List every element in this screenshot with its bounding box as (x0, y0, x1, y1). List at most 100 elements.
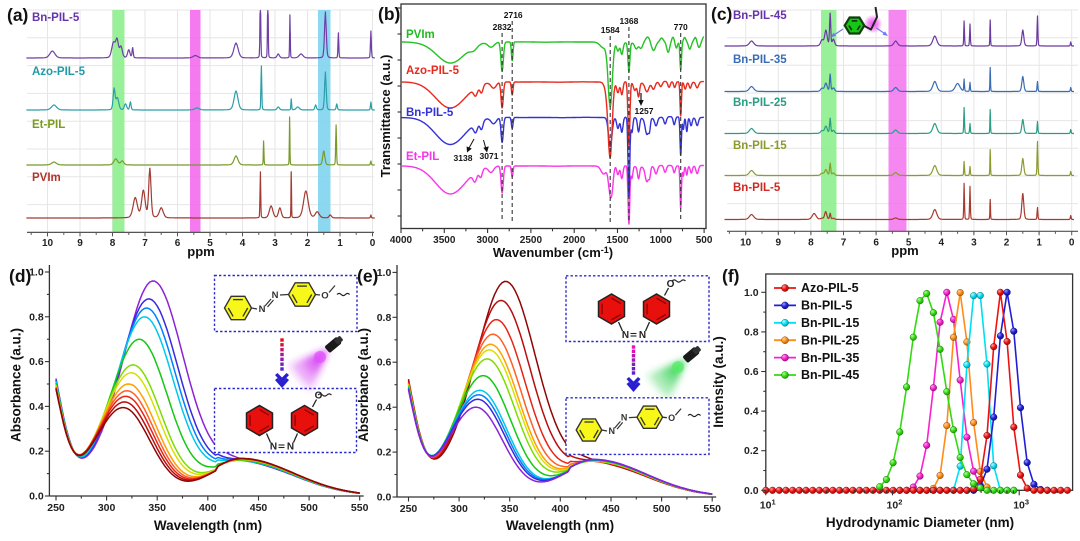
svg-text:Bn-PIL-5: Bn-PIL-5 (32, 12, 80, 24)
svg-text:Wavelength (nm): Wavelength (nm) (154, 518, 262, 533)
svg-text:O: O (668, 413, 675, 423)
svg-text:2: 2 (1004, 237, 1010, 248)
svg-text:1000: 1000 (650, 235, 673, 246)
svg-text:0: 0 (370, 238, 376, 249)
svg-text:N: N (272, 290, 279, 301)
svg-text:500: 500 (300, 502, 318, 514)
svg-text:5: 5 (207, 238, 213, 249)
svg-text:Hydrodynamic Diameter (nm): Hydrodynamic Diameter (nm) (826, 515, 1014, 530)
svg-text:Absorbance (a.u.): Absorbance (a.u.) (8, 328, 23, 442)
svg-text:1: 1 (1036, 237, 1042, 248)
svg-text:0.8: 0.8 (29, 311, 44, 323)
svg-text:(f): (f) (722, 266, 739, 286)
svg-text:300: 300 (450, 503, 468, 515)
svg-text:Bn-PIL-15: Bn-PIL-15 (733, 140, 787, 152)
svg-text:1.0: 1.0 (744, 287, 759, 299)
svg-text:N: N (259, 304, 266, 315)
svg-text:N: N (287, 442, 294, 453)
svg-text:Bn-PIL-5: Bn-PIL-5 (801, 299, 852, 313)
svg-text:400: 400 (199, 502, 217, 514)
svg-text:4: 4 (240, 238, 246, 249)
svg-text:Bn-PIL-45: Bn-PIL-45 (733, 10, 787, 22)
svg-text:8: 8 (110, 238, 116, 249)
svg-text:Bn-PIL-25: Bn-PIL-25 (733, 97, 787, 109)
svg-text:Bn-PIL-35: Bn-PIL-35 (801, 351, 859, 365)
svg-text:400: 400 (552, 503, 570, 515)
svg-text:3: 3 (971, 237, 977, 248)
svg-text:2000: 2000 (563, 235, 586, 246)
svg-text:(b): (b) (378, 4, 400, 24)
svg-text:0.2: 0.2 (744, 445, 759, 457)
svg-text:0.4: 0.4 (29, 401, 44, 413)
svg-text:(d): (d) (9, 266, 31, 286)
svg-text:Bn-PIL-35: Bn-PIL-35 (733, 54, 787, 66)
svg-text:2500: 2500 (520, 235, 543, 246)
svg-text:3: 3 (272, 238, 278, 249)
svg-text:2: 2 (305, 238, 311, 249)
svg-text:10: 10 (42, 238, 54, 249)
svg-text:Wavenumber (cm-1): Wavenumber (cm-1) (493, 245, 613, 260)
svg-text:0.4: 0.4 (744, 406, 759, 418)
svg-text:Transmittance (a.u.): Transmittance (a.u.) (378, 55, 393, 178)
svg-text:Azo-PIL-5: Azo-PIL-5 (32, 66, 86, 78)
svg-text:0.6: 0.6 (377, 357, 392, 369)
svg-text:1.0: 1.0 (29, 267, 44, 279)
svg-text:9: 9 (776, 237, 782, 248)
svg-text:0.8: 0.8 (744, 326, 759, 338)
svg-text:0.0: 0.0 (29, 491, 44, 503)
svg-text:Azo-PIL-5: Azo-PIL-5 (801, 281, 859, 295)
svg-text:350: 350 (501, 503, 519, 515)
svg-text:0: 0 (1069, 237, 1075, 248)
svg-text:300: 300 (98, 502, 116, 514)
svg-text:(e): (e) (357, 266, 378, 286)
svg-text:Bn-PIL-15: Bn-PIL-15 (801, 316, 859, 330)
svg-text:N: N (622, 330, 629, 341)
svg-text:1368: 1368 (619, 16, 638, 26)
svg-text:(a): (a) (7, 5, 28, 25)
svg-text:0.2: 0.2 (377, 447, 392, 459)
svg-text:Bn-PIL-45: Bn-PIL-45 (801, 368, 859, 382)
svg-text:N: N (270, 442, 277, 453)
svg-text:550: 550 (351, 502, 369, 514)
svg-text:6: 6 (873, 237, 879, 248)
svg-text:ppm: ppm (891, 243, 918, 258)
svg-text:N: N (609, 426, 616, 436)
svg-text:3138: 3138 (454, 153, 473, 163)
svg-text:Absorbance (a.u.): Absorbance (a.u.) (356, 328, 371, 442)
svg-text:Wavelength (nm): Wavelength (nm) (506, 518, 614, 533)
svg-text:PVIm: PVIm (406, 29, 435, 41)
svg-text:350: 350 (148, 502, 166, 514)
svg-text:ppm: ppm (187, 244, 214, 259)
svg-text:4: 4 (939, 237, 945, 248)
svg-text:0.2: 0.2 (29, 446, 44, 458)
svg-text:Intensity (a.u.): Intensity (a.u.) (711, 336, 726, 428)
svg-text:450: 450 (602, 503, 620, 515)
svg-text:8: 8 (808, 237, 814, 248)
svg-text:250: 250 (400, 503, 418, 515)
svg-text:10: 10 (740, 237, 752, 248)
svg-text:250: 250 (47, 502, 65, 514)
svg-text:450: 450 (250, 502, 268, 514)
svg-text:3000: 3000 (476, 235, 499, 246)
svg-text:(c): (c) (711, 4, 732, 24)
svg-text:770: 770 (674, 22, 688, 32)
svg-text:O: O (315, 391, 323, 402)
svg-text:Et-PIL: Et-PIL (32, 119, 65, 131)
svg-text:0.6: 0.6 (744, 366, 759, 378)
svg-text:0.0: 0.0 (377, 492, 392, 504)
svg-text:1500: 1500 (606, 235, 629, 246)
svg-text:3071: 3071 (480, 151, 499, 161)
svg-text:1.0: 1.0 (377, 267, 392, 279)
svg-text:2832: 2832 (493, 22, 512, 32)
svg-text:7: 7 (841, 237, 847, 248)
svg-text:0.8: 0.8 (377, 312, 392, 324)
svg-text:N: N (621, 413, 628, 423)
svg-text:500: 500 (653, 503, 671, 515)
svg-text:2716: 2716 (504, 10, 523, 20)
svg-text:550: 550 (703, 503, 721, 515)
svg-text:1257: 1257 (635, 106, 654, 116)
svg-text:4000: 4000 (390, 235, 413, 246)
svg-text:0.0: 0.0 (744, 485, 759, 497)
svg-text:9: 9 (77, 238, 83, 249)
svg-text:PVIm: PVIm (32, 172, 61, 184)
